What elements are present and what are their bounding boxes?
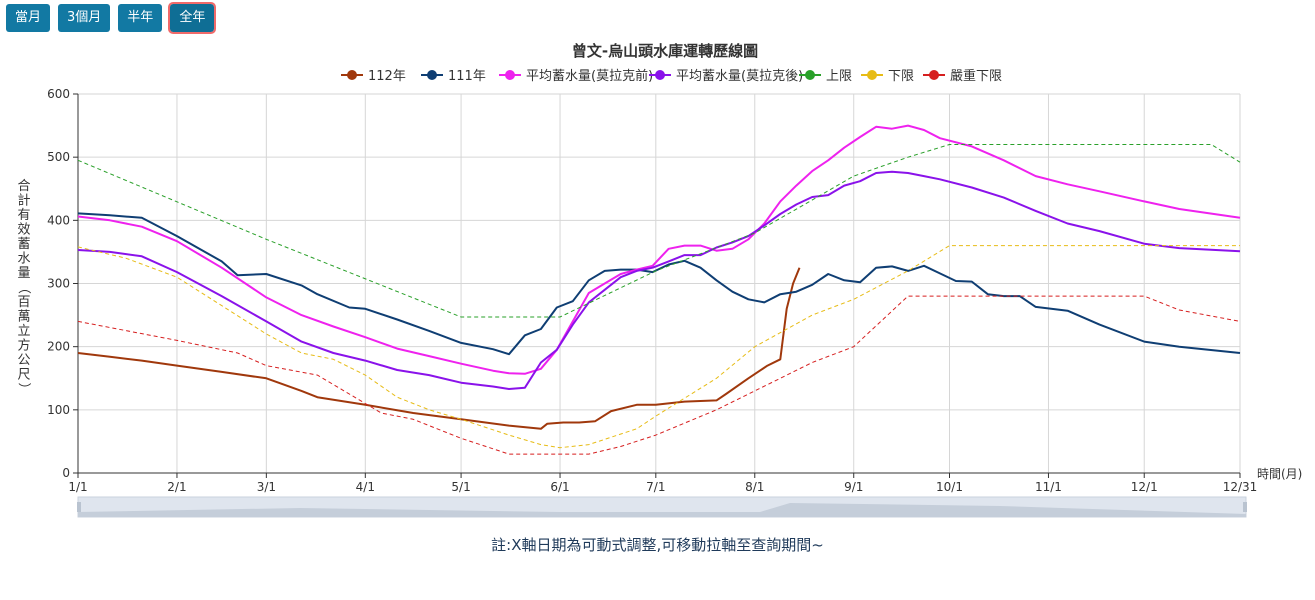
legend-label: 111年 [448,69,486,84]
legend-marker-icon [655,70,665,80]
legend-marker-icon [867,70,877,80]
legend-marker-icon [347,70,357,80]
y-tick-label: 0 [62,466,70,480]
y-tick-label: 300 [47,277,70,291]
chart-grid [77,93,1241,474]
legend-item-5[interactable]: 下限 [861,69,914,84]
y-axis-label-char: ） [16,382,31,395]
x-tick-label: 2/1 [167,480,186,494]
x-tick-label: 1/1 [68,480,87,494]
legend-item-2[interactable]: 平均蓄水量(莫拉克前) [499,68,653,84]
legend-item-1[interactable]: 111年 [421,69,486,84]
slider-preview-area [78,503,1246,517]
y-axis-label-char: 百 [17,295,30,310]
y-axis-label-char: 尺 [17,368,30,383]
series-line-5 [77,245,1240,449]
slider-left-handle[interactable] [77,502,81,512]
chart-axes: 0 100 200 300 400 500 600 1/1 2/1 3/1 4/1 5/1 6/1 7/1… [47,87,1257,494]
x-tick-label: 3/1 [257,480,276,494]
date-range-slider[interactable] [77,496,1247,518]
series-line-6 [77,295,1241,455]
legend-label: 平均蓄水量(莫拉克後) [676,69,803,84]
legend-item-4[interactable]: 上限 [799,69,852,84]
y-tick-label: 100 [47,403,70,417]
y-tick-label: 200 [47,340,70,354]
y-axis-label-char: 有 [17,208,30,223]
legend-label: 平均蓄水量(莫拉克前) [526,68,653,84]
x-axis-label: 時間(月) [1257,467,1302,481]
y-axis-label-char: （ [16,281,31,294]
legend-item-0[interactable]: 112年 [341,69,406,84]
slider-right-handle[interactable] [1243,502,1247,512]
legend-marker-icon [805,70,815,80]
x-tick-label: 5/1 [451,480,470,494]
legend-label: 上限 [826,69,852,84]
y-axis-label-char: 方 [17,338,30,354]
range-button-full-year[interactable]: 全年 [168,2,217,34]
legend-item-3[interactable]: 平均蓄水量(莫拉克後) [649,69,803,84]
legend-label: 嚴重下限 [950,68,1002,84]
range-button-group: 當月 3個月 半年 全年 [6,2,217,34]
legend-marker-icon [427,70,437,80]
chart-series [77,124,1241,455]
x-tick-label: 7/1 [646,480,665,494]
legend-label: 下限 [888,69,914,84]
legend-item-6[interactable]: 嚴重下限 [923,68,1002,84]
chart-legend: 112年 111年 平均蓄水量(莫拉克前) 平均蓄水量(莫拉克後) 上限 下限 嚴重下限 [341,68,1002,84]
series-line-2 [77,124,1241,375]
legend-marker-icon [929,70,939,80]
legend-label: 112年 [368,69,406,84]
range-button-3-months[interactable]: 3個月 [58,4,111,32]
legend-marker-icon [505,70,515,80]
x-tick-label: 11/1 [1035,480,1062,494]
x-tick-label: 10/1 [936,480,963,494]
y-axis-label-char: 立 [17,324,30,339]
y-axis-label-char: 效 [17,223,30,238]
reservoir-operation-chart: 曾文-烏山頭水庫運轉歷線圖 112年 111年 平均蓄水量(莫拉克前) 平均蓄水量(莫… [16,42,1302,518]
series-line-1 [77,212,1241,356]
y-tick-label: 400 [47,213,70,227]
y-axis-label-char: 蓄 [17,237,30,252]
x-tick-label: 6/1 [550,480,569,494]
y-tick-label: 500 [47,150,70,164]
chart-title: 曾文-烏山頭水庫運轉歷線圖 [572,42,758,60]
y-axis-label-char: 計 [17,193,30,209]
y-axis-label-char: 合 [17,179,30,194]
x-tick-label: 9/1 [844,480,863,494]
series-line-4 [77,144,1241,318]
x-tick-label: 8/1 [745,480,764,494]
y-axis-label-char: 水 [17,252,30,267]
chart-note: 註:X軸日期為可動式調整,可移動拉軸至查詢期間~ [491,536,824,554]
range-button-half-year[interactable]: 半年 [118,4,163,32]
x-tick-label: 12/31 [1223,480,1258,494]
y-axis-label-char: 公 [17,353,30,368]
series-line-3 [77,170,1241,390]
y-axis-label-char: 量 [17,266,30,281]
y-tick-label: 600 [47,87,70,101]
series-line-0 [77,267,801,430]
x-tick-label: 4/1 [356,480,375,494]
y-axis-label-char: 萬 [17,310,30,325]
x-tick-label: 12/1 [1131,480,1158,494]
range-button-current-month[interactable]: 當月 [6,4,51,32]
